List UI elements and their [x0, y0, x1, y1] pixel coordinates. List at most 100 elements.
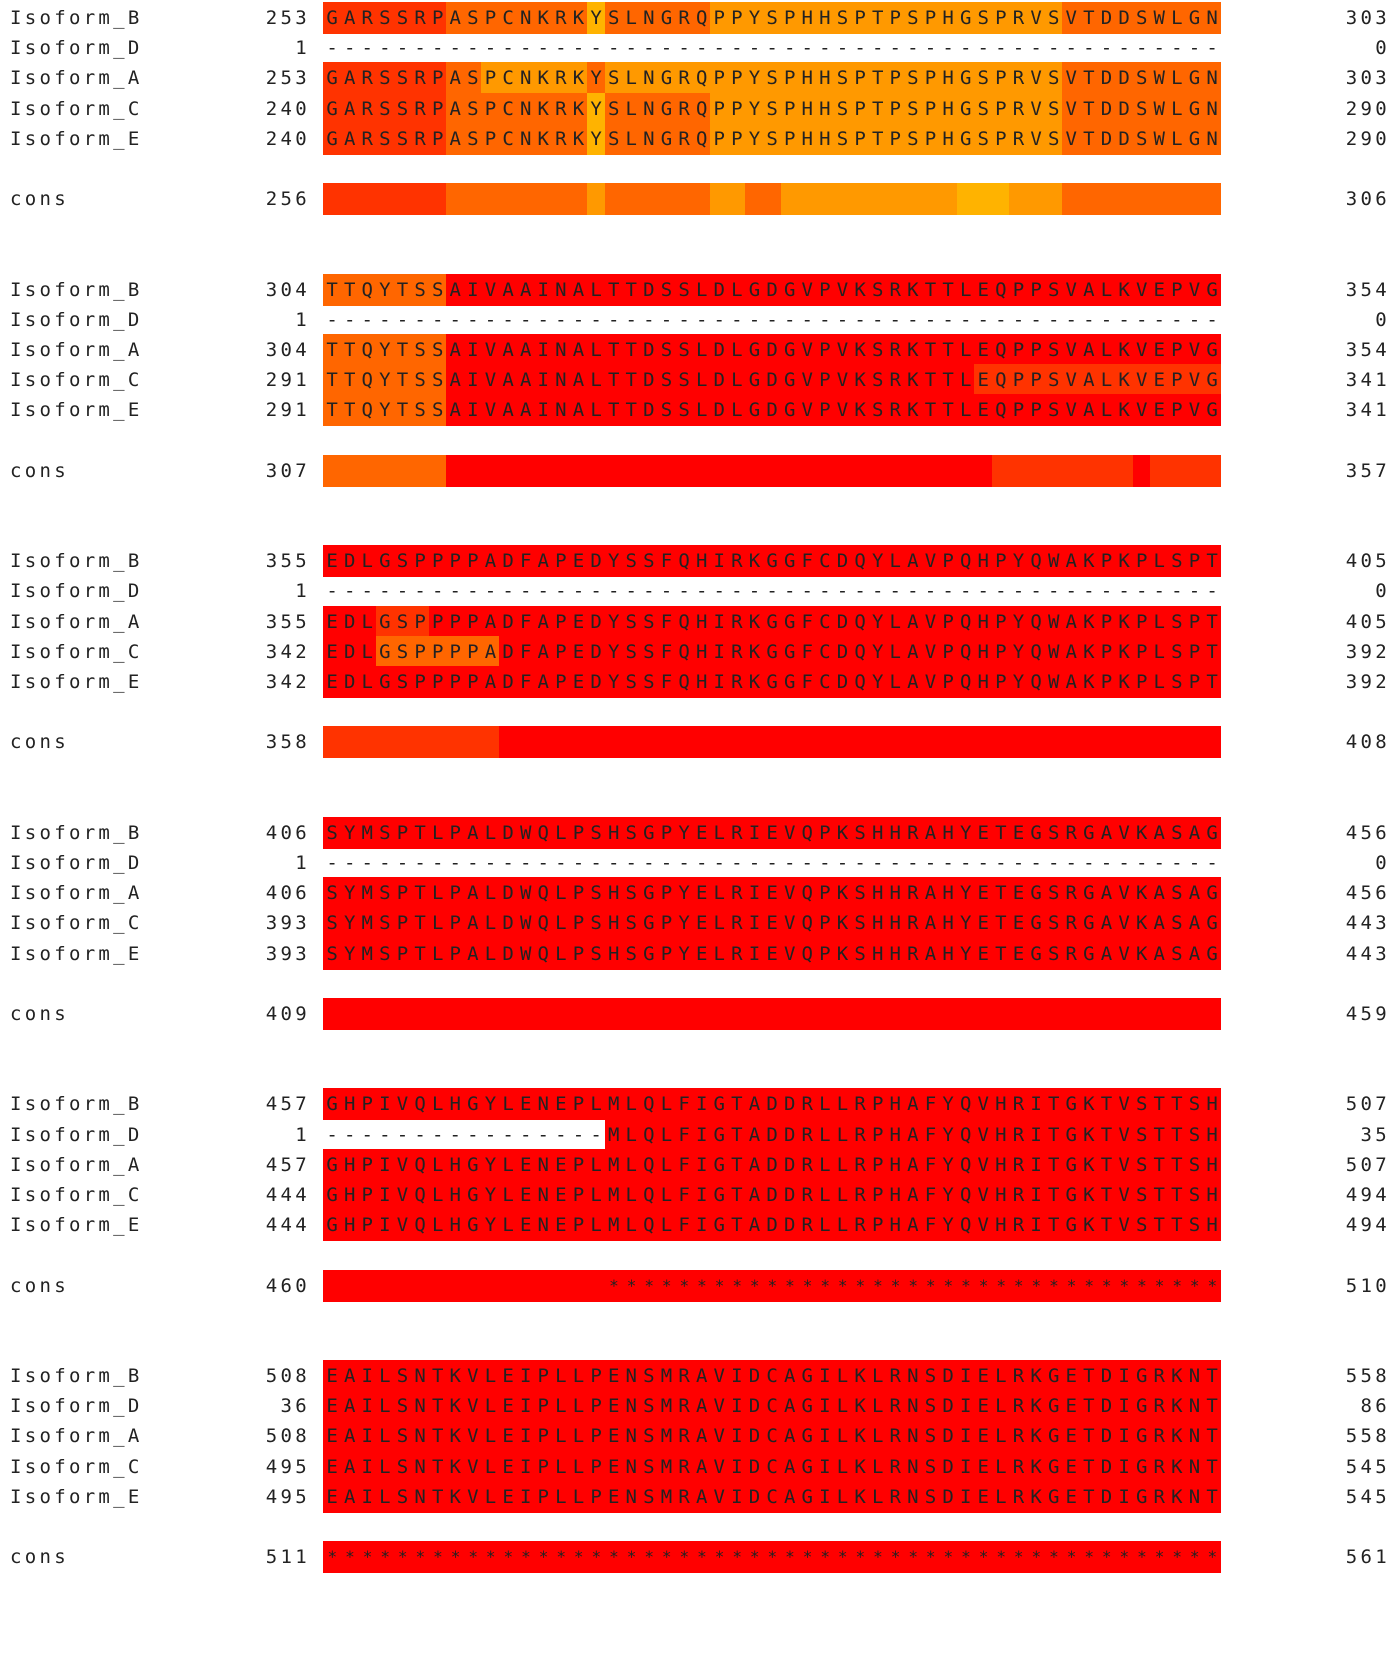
residue: S — [622, 877, 641, 910]
residue: - — [1188, 580, 1201, 603]
residue: D — [639, 273, 658, 306]
residue: - — [678, 308, 690, 331]
residue: P — [1185, 666, 1204, 698]
residue: L — [833, 1209, 852, 1242]
residue: T — [921, 364, 940, 397]
residue: F — [675, 1088, 694, 1121]
residue: L — [710, 937, 729, 970]
consensus-star: * — [943, 1275, 954, 1295]
residue: G — [639, 877, 658, 910]
residue: V — [1115, 1209, 1134, 1242]
residue: T — [428, 1390, 447, 1423]
residue: L — [587, 1088, 606, 1121]
residue: S — [375, 92, 394, 125]
residue: Y — [675, 816, 694, 849]
residue: K — [851, 1420, 870, 1453]
residue: L — [1167, 92, 1186, 125]
residue: S — [411, 394, 430, 427]
residue: L — [428, 937, 447, 970]
sequence-start: 304 — [265, 278, 310, 301]
residue: R — [358, 122, 377, 155]
residue: K — [1115, 364, 1134, 397]
residue: I — [463, 273, 482, 306]
residue: C — [815, 545, 834, 578]
consensus-label: cons — [10, 731, 69, 754]
residue: R — [851, 1088, 870, 1121]
residue: G — [1203, 937, 1222, 970]
residue: T — [1203, 605, 1222, 638]
residue: - — [1100, 37, 1113, 60]
residue: A — [569, 394, 588, 427]
residue: P — [851, 2, 870, 34]
sequence-start: 393 — [265, 942, 310, 965]
residue: P — [411, 635, 430, 668]
residue: - — [871, 580, 884, 603]
residue: D — [745, 1450, 764, 1483]
residue: - — [537, 37, 549, 60]
residue: H — [692, 666, 711, 698]
residue: E — [974, 816, 993, 849]
sequence-row: Isoform_E 240 G A R S S R P A S P C N K R K Y S L N G R Q P P Y S P H… — [0, 122, 1399, 155]
residue: S — [868, 364, 887, 397]
residue: L — [710, 816, 729, 849]
residue: S — [375, 122, 394, 155]
residue: I — [358, 1360, 377, 1392]
residue: K — [1115, 635, 1134, 668]
residue: E — [692, 937, 711, 970]
residue: V — [798, 364, 817, 397]
consensus-star: * — [679, 1547, 690, 1567]
residue: Q — [411, 1148, 430, 1181]
residue: - — [854, 852, 866, 874]
sequence-start: 240 — [265, 97, 310, 120]
sequence-end: 558 — [1345, 1425, 1390, 1448]
residue: I — [1115, 1480, 1134, 1513]
residue: K — [1167, 1360, 1186, 1392]
residue: S — [903, 2, 922, 34]
residue: - — [942, 852, 954, 874]
residue: Y — [939, 1209, 958, 1242]
sequence-end: 507 — [1345, 1093, 1390, 1116]
residue: - — [713, 580, 725, 603]
residue: P — [727, 92, 746, 125]
residue: T — [340, 364, 359, 397]
residue: P — [481, 122, 500, 155]
consensus-bar-segment — [499, 726, 1222, 759]
residue: Q — [956, 1179, 975, 1211]
residue: V — [1115, 937, 1134, 970]
residue: S — [1167, 816, 1186, 849]
residue: P — [358, 1209, 377, 1242]
residue: K — [1115, 273, 1134, 306]
residue: A — [499, 364, 518, 397]
residue: E — [1150, 273, 1169, 306]
residue: - — [1206, 580, 1218, 603]
residue: I — [710, 666, 729, 698]
residue: A — [463, 816, 482, 849]
residue: Q — [798, 877, 817, 910]
residue: S — [1044, 394, 1063, 427]
residue: A — [1097, 937, 1116, 970]
consensus-row: cons 511 * * * * * * * * * * * * * * * * * * * * * * * * * * * * * * * * *… — [0, 1541, 1399, 1574]
consensus-bar-segment — [1062, 183, 1222, 216]
residue: F — [516, 605, 535, 638]
sequence-row: Isoform_D 1- - - - - - - - - - - - - - - - - - - - - - - - - - - - - -… — [0, 32, 1399, 64]
residue: S — [1185, 1148, 1204, 1181]
residue: S — [604, 122, 623, 155]
residue: V — [1132, 273, 1151, 306]
residue: - — [1171, 852, 1183, 874]
residue: S — [1132, 1118, 1151, 1151]
residue: V — [1027, 122, 1046, 155]
consensus-star: * — [925, 1275, 936, 1295]
residue: R — [411, 2, 430, 34]
residue: E — [974, 1360, 993, 1392]
residue: D — [1097, 1450, 1116, 1483]
residue: I — [1027, 1088, 1046, 1121]
residue: - — [748, 852, 761, 874]
residue: S — [622, 605, 641, 638]
residue: V — [1185, 394, 1204, 427]
residue: T — [604, 334, 623, 366]
residue: Y — [481, 1209, 500, 1242]
residue: L — [622, 1209, 641, 1242]
residue: D — [833, 666, 852, 698]
residue: W — [516, 877, 535, 910]
residue: Q — [956, 1209, 975, 1242]
